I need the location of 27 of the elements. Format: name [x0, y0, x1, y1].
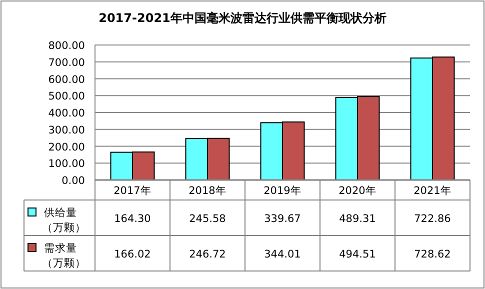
y-tick-label: 0.00	[62, 175, 85, 187]
y-tick-label: 100.00	[48, 158, 85, 170]
y-tick-label: 500.00	[48, 90, 85, 103]
data-label: 339.67	[264, 212, 301, 225]
y-tick-label: 600.00	[48, 74, 85, 86]
y-tick-label: 300.00	[48, 124, 85, 136]
y-tick-label: 800.00	[48, 40, 85, 52]
data-label: 489.31	[339, 212, 376, 225]
y-tick-label: 400.00	[48, 108, 85, 120]
data-label: 728.62	[414, 248, 451, 260]
data-label: 722.86	[414, 212, 452, 225]
x-tick-label: 2017年	[114, 185, 152, 197]
data-label: 245.58	[189, 212, 226, 225]
x-tick-label: 2018年	[188, 185, 226, 197]
data-label: 246.72	[189, 248, 226, 260]
data-label: 164.30	[114, 212, 151, 225]
x-tick-label: 2020年	[338, 185, 376, 197]
x-tick-label: 2021年	[414, 185, 452, 197]
legend-label: 供给量（万颗）	[42, 207, 86, 234]
chart-title: 2017-2021年中国毫米波雷达行业供需平衡现状分析	[98, 11, 386, 25]
data-label: 344.01	[264, 248, 301, 260]
x-tick-label: 2019年	[264, 185, 302, 197]
y-tick-label: 700.00	[48, 56, 85, 69]
y-tick-label: 200.00	[48, 141, 85, 154]
data-label: 166.02	[114, 248, 151, 260]
data-label: 494.51	[339, 248, 376, 260]
legend-label: 需求量（万颗）	[42, 242, 86, 270]
